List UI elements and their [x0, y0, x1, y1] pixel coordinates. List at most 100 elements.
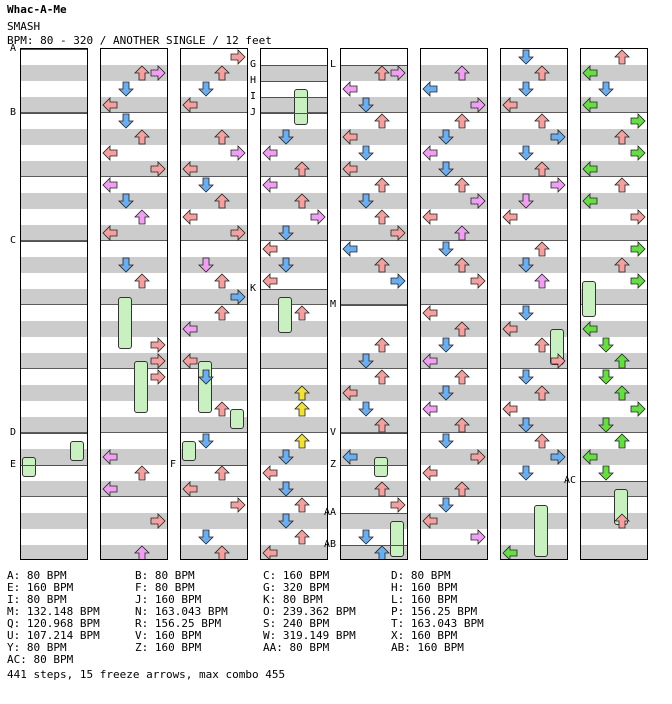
bpm-legend-entry: R: 156.25 BPM: [135, 617, 222, 630]
bpm-change-line: [261, 289, 327, 290]
step-arrow-left: [262, 545, 278, 559]
step-arrow-left: [262, 145, 278, 161]
step-arrow-right: [150, 513, 166, 529]
step-arrow-right: [630, 209, 646, 225]
bpm-change-line: [261, 65, 327, 66]
bpm-marker-label: B: [10, 107, 17, 118]
measure-line: [341, 304, 407, 305]
step-arrow-down: [118, 81, 134, 97]
step-arrow-up: [294, 433, 310, 449]
step-arrow-down: [438, 385, 454, 401]
step-arrow-up: [454, 113, 470, 129]
step-arrow-up: [454, 177, 470, 193]
step-arrow-right: [550, 129, 566, 145]
bpm-marker-label: E: [10, 459, 17, 470]
step-arrow-down: [278, 481, 294, 497]
bpm-change-line: [341, 65, 407, 66]
bpm-change-line: [261, 97, 327, 98]
measure-line: [181, 176, 247, 177]
measure-line: [261, 368, 327, 369]
freeze-arrow: [118, 297, 132, 349]
step-arrow-right: [230, 225, 246, 241]
step-arrow-up: [214, 401, 230, 417]
step-arrow-down: [518, 465, 534, 481]
step-arrow-right: [630, 273, 646, 289]
bpm-legend-entry: N: 163.043 BPM: [135, 605, 228, 618]
bpm-legend-entry: O: 239.362 BPM: [263, 605, 356, 618]
bpm-legend-entry: T: 163.043 BPM: [391, 617, 484, 630]
chart-column-7: [500, 48, 568, 560]
measure-line: [21, 240, 87, 241]
bpm-legend-entry: P: 156.25 BPM: [391, 605, 478, 618]
measure-line: [581, 368, 647, 369]
step-arrow-right: [550, 353, 566, 369]
bpm-marker-label: M: [330, 299, 337, 310]
step-arrow-up: [294, 385, 310, 401]
freeze-arrow: [294, 89, 308, 125]
step-arrow-up: [294, 497, 310, 513]
measure-line: [261, 240, 327, 241]
bpm-legend-entry: C: 160 BPM: [263, 569, 330, 582]
step-arrow-down: [358, 353, 374, 369]
bpm-change-line: [341, 433, 407, 434]
measure-line: [421, 496, 487, 497]
step-arrow-down: [598, 465, 614, 481]
step-arrow-right: [390, 225, 406, 241]
step-arrow-down: [118, 113, 134, 129]
measure-line: [21, 432, 87, 433]
bpm-change-line: [261, 113, 327, 114]
freeze-arrow: [374, 457, 388, 477]
step-arrow-left: [262, 273, 278, 289]
measure-line: [421, 432, 487, 433]
step-arrow-up: [134, 209, 150, 225]
step-arrow-up: [294, 401, 310, 417]
step-arrow-left: [182, 321, 198, 337]
bpm-change-line: [21, 113, 87, 114]
step-arrow-down: [438, 337, 454, 353]
step-arrow-down: [438, 497, 454, 513]
bpm-change-line: [341, 305, 407, 306]
bpm-legend-entry: S: 240 BPM: [263, 617, 330, 630]
step-arrow-up: [374, 417, 390, 433]
bpm-legend-entry: X: 160 BPM: [391, 629, 458, 642]
bpm-legend-entry: Y: 80 BPM: [7, 641, 67, 654]
measure-line: [181, 112, 247, 113]
step-arrow-up: [214, 65, 230, 81]
measure-line: [341, 432, 407, 433]
step-arrow-down: [278, 513, 294, 529]
bpm-legend-entry: M: 132.148 BPM: [7, 605, 100, 618]
step-arrow-right: [150, 65, 166, 81]
measure-line: [501, 240, 567, 241]
step-arrow-up: [614, 129, 630, 145]
step-arrow-right: [470, 97, 486, 113]
freeze-arrow: [582, 281, 596, 317]
bpm-legend-entry: K: 80 BPM: [263, 593, 323, 606]
step-arrow-down: [198, 177, 214, 193]
bpm-marker-label: AC: [564, 475, 577, 486]
step-arrow-up: [214, 545, 230, 559]
step-arrow-right: [230, 49, 246, 65]
step-arrow-right: [230, 145, 246, 161]
measure-line: [581, 176, 647, 177]
step-arrow-right: [230, 497, 246, 513]
chart-column-5: [340, 48, 408, 560]
bpm-legend-entry: Q: 120.968 BPM: [7, 617, 100, 630]
step-arrow-left: [342, 161, 358, 177]
bpm-marker-label: Z: [330, 459, 337, 470]
step-arrow-down: [518, 49, 534, 65]
step-arrow-left: [422, 305, 438, 321]
chart-summary: 441 steps, 15 freeze arrows, max combo 4…: [7, 668, 286, 681]
step-arrow-down: [358, 145, 374, 161]
step-arrow-down: [518, 417, 534, 433]
step-arrow-left: [502, 545, 518, 559]
measure-line: [341, 112, 407, 113]
step-arrow-down: [118, 193, 134, 209]
step-arrow-left: [342, 385, 358, 401]
step-arrow-up: [534, 161, 550, 177]
bpm-marker-label: C: [10, 235, 17, 246]
bpm-marker-label: AB: [324, 539, 337, 550]
step-arrow-left: [582, 449, 598, 465]
step-arrow-down: [118, 257, 134, 273]
step-arrow-right: [310, 209, 326, 225]
measure-line: [21, 112, 87, 113]
